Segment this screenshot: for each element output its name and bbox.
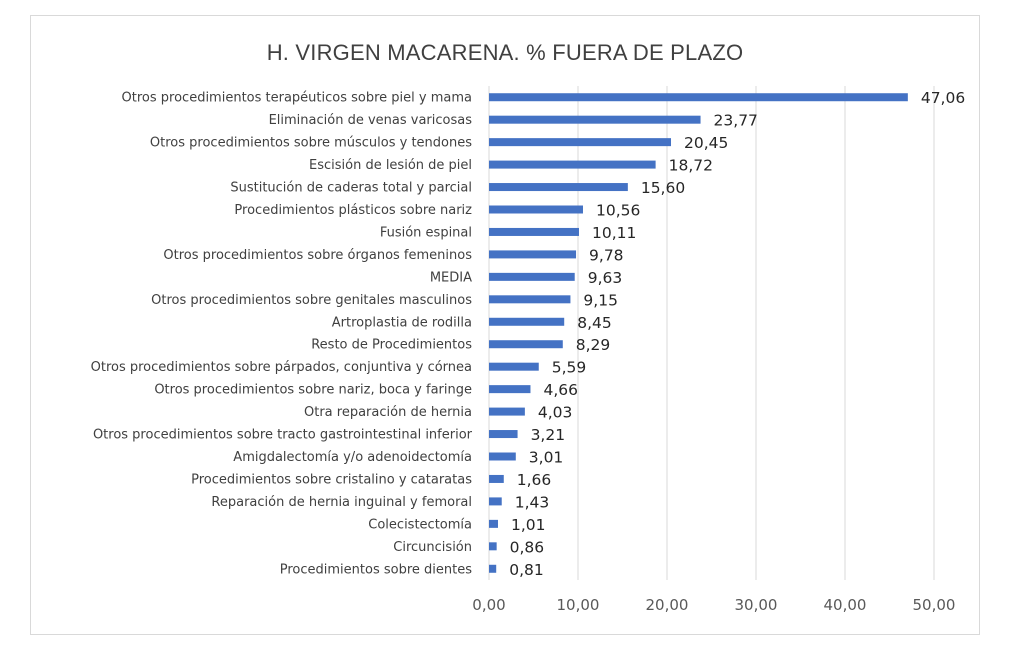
data-label: 9,78 <box>589 246 624 264</box>
data-label: 10,56 <box>596 202 640 220</box>
x-tick-label: 20,00 <box>646 596 689 614</box>
bar <box>489 295 571 304</box>
data-label: 3,01 <box>529 449 564 467</box>
category-label: Otros procedimientos sobre órganos femen… <box>163 248 472 263</box>
bar <box>489 452 516 461</box>
category-label: Circuncisión <box>393 540 472 555</box>
bar <box>489 340 563 349</box>
x-axis-tick-labels: 0,00 10,00 20,00 30,00 40,00 50,00 <box>472 596 955 614</box>
category-label: Otros procedimientos sobre nariz, boca y… <box>154 383 472 398</box>
category-label: Procedimientos plásticos sobre nariz <box>234 203 472 218</box>
bar <box>489 317 565 326</box>
category-label: Artroplastia de rodilla <box>332 315 472 330</box>
data-label: 23,77 <box>714 112 758 130</box>
category-labels: Otros procedimientos terapéuticos sobre … <box>91 91 473 578</box>
category-label: Eliminación de venas varicosas <box>269 113 473 128</box>
data-label: 9,63 <box>588 269 623 287</box>
category-label: Otros procedimientos sobre párpados, con… <box>91 360 472 375</box>
bar <box>489 407 525 416</box>
data-label: 4,03 <box>538 404 573 422</box>
data-label: 8,29 <box>576 336 611 354</box>
bar <box>489 385 531 394</box>
x-tick-label: 50,00 <box>913 596 956 614</box>
data-label: 15,60 <box>641 179 685 197</box>
x-tick-label: 40,00 <box>824 596 867 614</box>
bar <box>489 250 577 259</box>
category-label: Resto de Procedimientos <box>311 338 472 353</box>
category-label: Otros procedimientos sobre músculos y te… <box>150 136 472 151</box>
category-label: MEDIA <box>430 270 472 285</box>
bar <box>489 519 498 528</box>
category-label: Otros procedimientos sobre genitales mas… <box>151 293 472 308</box>
bar <box>489 138 672 147</box>
data-label: 5,59 <box>552 359 587 377</box>
data-label: 18,72 <box>669 157 713 175</box>
bar <box>489 183 628 192</box>
data-label: 1,66 <box>517 471 552 489</box>
bar <box>489 564 497 573</box>
bar <box>489 542 497 551</box>
bar <box>489 115 701 124</box>
data-label: 1,43 <box>515 493 550 511</box>
data-label: 0,81 <box>509 561 544 579</box>
data-label: 0,86 <box>510 538 545 556</box>
category-label: Amigdalectomía y/o adenoidectomía <box>233 450 472 465</box>
category-label: Procedimientos sobre dientes <box>280 562 472 577</box>
category-label: Colecistectomía <box>368 517 472 532</box>
chart-title: H. VIRGEN MACARENA. % FUERA DE PLAZO <box>266 40 744 65</box>
data-label: 47,06 <box>921 89 965 107</box>
bar <box>489 160 656 169</box>
category-label: Procedimientos sobre cristalino y catara… <box>191 472 472 487</box>
category-label: Otra reparación de hernia <box>304 405 472 420</box>
category-label: Reparación de hernia inguinal y femoral <box>211 495 472 510</box>
bar <box>489 93 908 102</box>
data-label: 10,11 <box>592 224 636 242</box>
bar <box>489 205 583 214</box>
bar <box>489 272 575 281</box>
x-tick-label: 0,00 <box>472 596 505 614</box>
bar <box>489 497 502 506</box>
category-label: Escisión de lesión de piel <box>309 158 472 173</box>
category-label: Otros procedimientos terapéuticos sobre … <box>122 91 472 106</box>
data-label: 1,01 <box>511 516 546 534</box>
x-tick-label: 30,00 <box>735 596 778 614</box>
data-label: 20,45 <box>684 134 728 152</box>
data-label: 9,15 <box>583 291 618 309</box>
category-label: Fusión espinal <box>380 225 472 240</box>
bars <box>489 93 908 573</box>
data-label: 8,45 <box>577 314 612 332</box>
x-tick-label: 10,00 <box>557 596 600 614</box>
data-label: 3,21 <box>531 426 566 444</box>
bar <box>489 227 579 236</box>
category-label: Sustitución de caderas total y parcial <box>230 181 472 196</box>
data-label: 4,66 <box>543 381 578 399</box>
bar <box>489 362 539 371</box>
bar <box>489 430 518 439</box>
category-label: Otros procedimientos sobre tracto gastro… <box>93 428 473 443</box>
bar <box>489 474 504 483</box>
